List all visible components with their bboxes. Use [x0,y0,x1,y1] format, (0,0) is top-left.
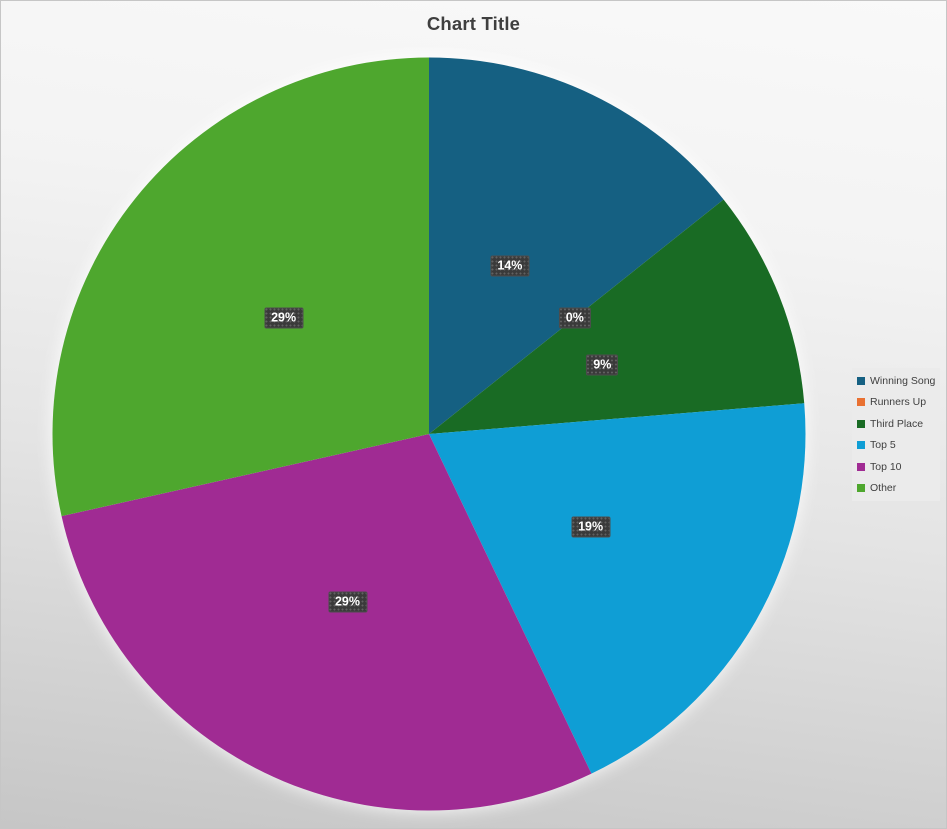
data-label-top-10[interactable]: 29% [327,591,368,613]
pie-slice-winning-song[interactable] [429,57,724,435]
data-label-winning-song[interactable]: 14% [490,255,530,277]
pie-slice-third-place[interactable] [429,199,805,434]
legend-item-top-5[interactable]: Top 5 [857,439,940,451]
chart-title[interactable]: Chart Title [426,13,521,34]
pie-slice-top-10[interactable] [61,434,592,811]
data-label-runners-up[interactable]: 0% [558,307,591,329]
legend-label: Runners Up [870,396,927,409]
pie-slice-other[interactable] [52,57,429,517]
legend-label: Top 10 [870,460,902,473]
pie-slice-top-5[interactable] [429,403,806,774]
legend-label: Third Place [870,417,924,430]
legend: Winning Song Runners Up Third Place Top 5 To… [852,368,940,501]
legend-swatch-runners-up [857,398,865,407]
legend-item-winning-song[interactable]: Winning Song [857,375,940,387]
legend-item-other[interactable]: Other [857,482,940,494]
legend-swatch-top-10 [857,462,865,471]
legend-swatch-other [857,484,865,493]
legend-label: Top 5 [870,439,896,452]
legend-label: Other [870,482,897,495]
data-label-third-place[interactable]: 9% [586,354,619,376]
legend-item-runners-up[interactable]: Runners Up [857,396,940,408]
legend-swatch-third-place [857,419,865,428]
data-label-other[interactable]: 29% [264,307,304,328]
legend-item-top-10[interactable]: Top 10 [857,461,940,473]
legend-swatch-top-5 [857,441,865,450]
data-label-top-5[interactable]: 19% [571,516,611,538]
legend-item-third-place[interactable]: Third Place [857,418,940,430]
legend-label: Winning Song [870,374,936,387]
legend-swatch-winning-song [857,376,865,385]
